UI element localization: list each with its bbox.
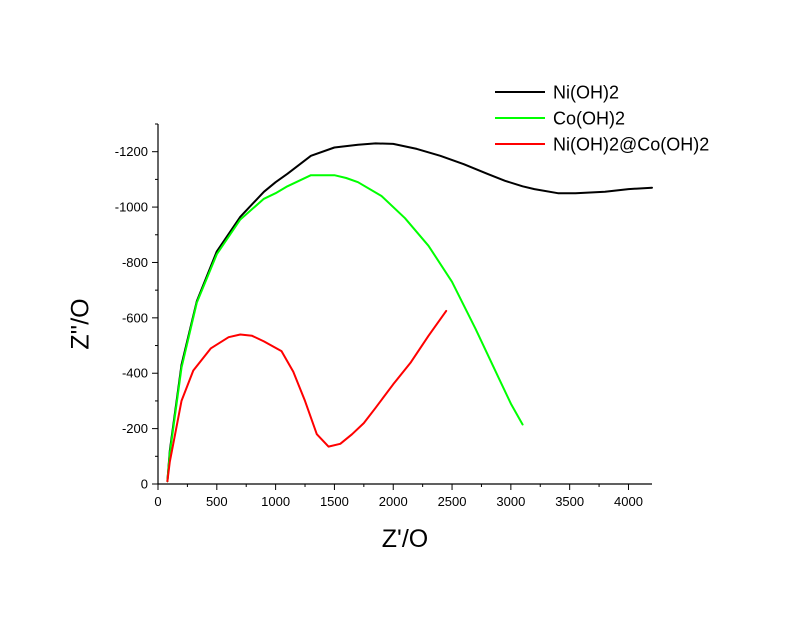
y-tick-label: -200: [122, 421, 148, 436]
x-axis-title: Z'/O: [382, 525, 428, 553]
legend-label-ni-oh-2-co-oh-2: Ni(OH)2@Co(OH)2: [553, 135, 709, 155]
y-tick-label: -800: [122, 255, 148, 270]
x-tick-label: 1500: [320, 494, 349, 509]
y-tick-label: -1200: [115, 144, 148, 159]
series-line-ni-oh-2-co-oh-2: [166, 309, 448, 483]
series-line-ni-oh-2: [166, 142, 653, 483]
x-tick-label: 3000: [496, 494, 525, 509]
y-tick-label: -1000: [115, 200, 148, 215]
x-tick-label: 2500: [438, 494, 467, 509]
y-tick-label: 0: [141, 477, 148, 492]
x-tick-label: 4000: [614, 494, 643, 509]
x-tick-label: 2000: [379, 494, 408, 509]
axes: 0 500 1000 1500 2000 2500 3000 3500 4000 0 -200 -40…: [115, 123, 652, 509]
y-tick-label: -400: [122, 366, 148, 381]
series-line-co-oh-2: [166, 174, 524, 483]
series-layer: [166, 142, 653, 483]
legend-label-ni-oh-2: Ni(OH)2: [553, 83, 619, 103]
x-tick-label: 500: [206, 494, 228, 509]
x-tick-label: 3500: [555, 494, 584, 509]
x-tick-label: 0: [154, 494, 161, 509]
y-tick-label: -600: [122, 310, 148, 325]
x-tick-label: 1000: [261, 494, 290, 509]
y-axis-title: Z''/O: [67, 298, 95, 349]
legend: Ni(OH)2 Co(OH)2 Ni(OH)2@Co(OH)2: [495, 83, 709, 155]
legend-label-co-oh-2: Co(OH)2: [553, 109, 625, 129]
